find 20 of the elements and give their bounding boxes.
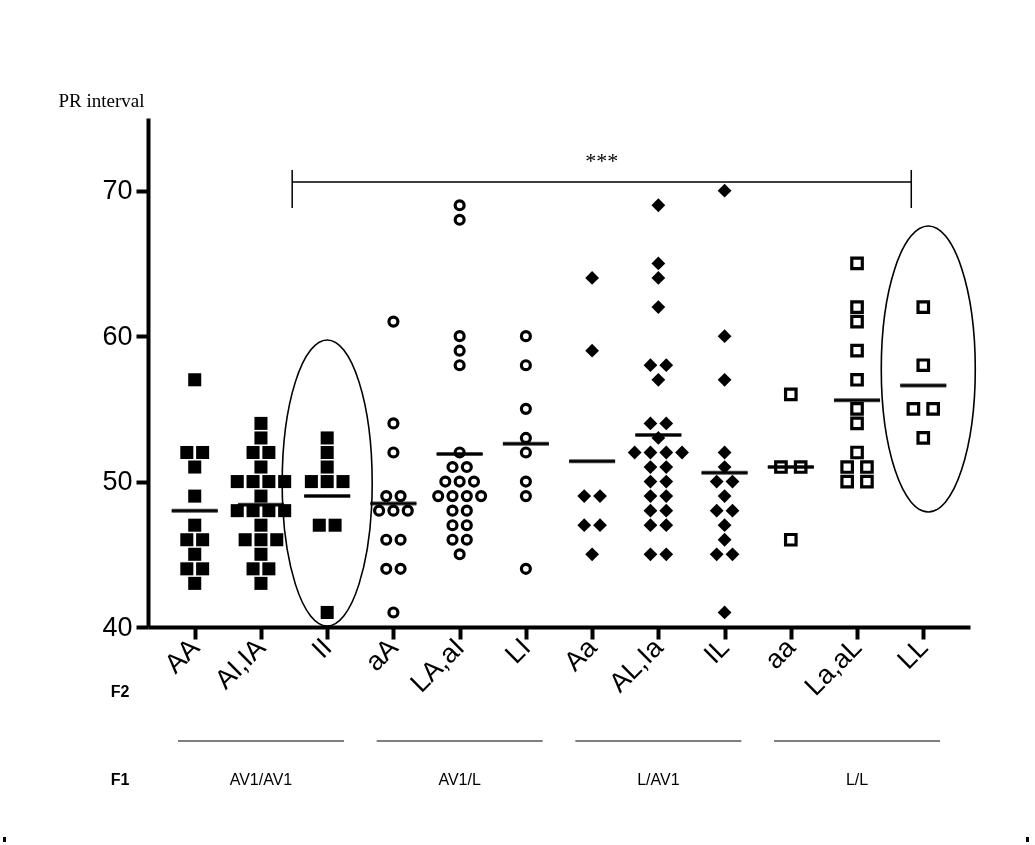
x-tick-label: aA [359, 632, 404, 677]
text: L/AV1 [637, 771, 680, 788]
x-tick-label: IL [697, 632, 735, 670]
y-tick-label: 60 [102, 320, 133, 351]
y-tick-label: 40 [102, 611, 133, 642]
y-tick-label: 70 [102, 175, 133, 206]
x-tick-label: LL [891, 632, 934, 675]
text: F2 [110, 683, 130, 700]
y-axis-title: PR interval [58, 89, 145, 111]
text: L/L [845, 771, 869, 788]
x-tick-label: aa [758, 631, 802, 675]
x-tick-label: AA [158, 632, 206, 679]
text: AV1/AV1 [229, 771, 293, 788]
y-tick-label: 50 [102, 466, 133, 497]
x-tick-label: II [305, 632, 338, 665]
x-tick-label: LI [499, 632, 537, 670]
annotation: *** [585, 148, 619, 173]
text: F1 [110, 771, 130, 788]
text: AV1/L [438, 771, 481, 788]
x-tick-label: Aa [557, 631, 604, 677]
